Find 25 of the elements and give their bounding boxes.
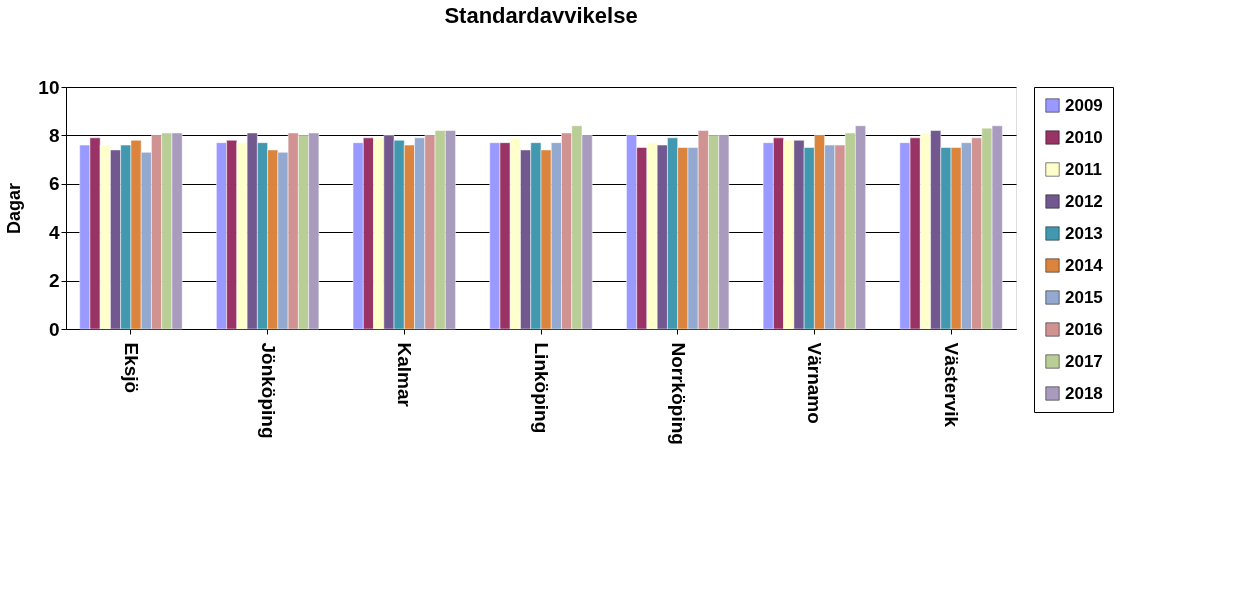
y-tick-label: 6 <box>48 173 60 195</box>
legend-label: 2017 <box>1065 351 1103 371</box>
y-axis-title: Dagar <box>4 182 25 235</box>
y-tick-label: 4 <box>48 221 60 243</box>
y-tick-label: 0 <box>48 318 60 340</box>
x-tick-label: Linköping <box>531 342 552 434</box>
legend-label: 2016 <box>1065 319 1103 339</box>
legend-label: 2013 <box>1065 223 1103 243</box>
chart-title: Standardavvikelse <box>444 3 638 28</box>
y-tick-label: 10 <box>38 76 60 98</box>
legend-label: 2012 <box>1065 191 1103 211</box>
x-tick-label: Eksjö <box>120 342 142 394</box>
legend-label: 2011 <box>1065 159 1102 179</box>
x-tick-label: Värnamo <box>804 342 826 424</box>
legend-label: 2009 <box>1065 95 1103 115</box>
legend-label: 2015 <box>1065 287 1103 307</box>
x-tick-label: Jönköping <box>257 342 279 439</box>
legend-label: 2010 <box>1065 127 1103 147</box>
y-tick-label: 8 <box>48 124 60 146</box>
x-tick-label: Kalmar <box>394 342 416 408</box>
legend-label: 2018 <box>1065 383 1103 403</box>
x-tick-label: Västervik <box>941 342 963 428</box>
legend-label: 2014 <box>1065 255 1104 275</box>
y-tick-label: 2 <box>48 270 60 292</box>
x-tick-label: Norrköping <box>667 342 689 445</box>
